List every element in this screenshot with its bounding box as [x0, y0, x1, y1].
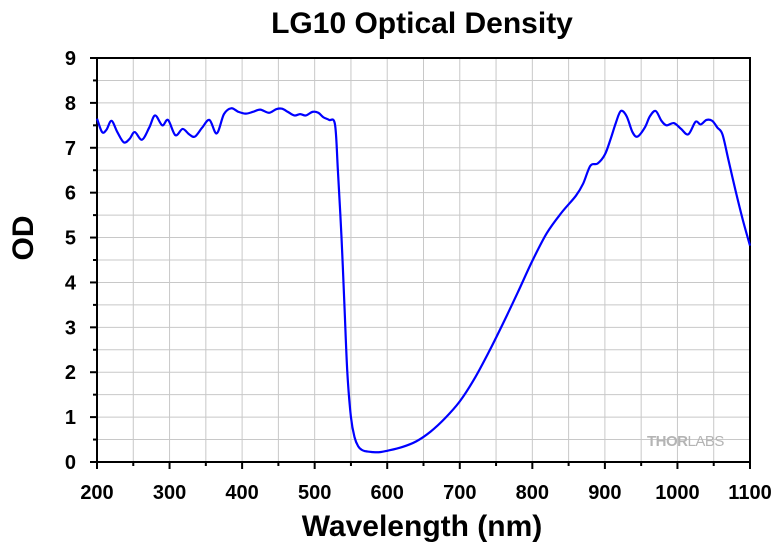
watermark-part2: LABS — [688, 433, 725, 450]
plot-area-frame — [96, 57, 751, 463]
x-tick-label: 1100 — [728, 482, 771, 504]
y-axis-label: OD — [7, 216, 40, 261]
x-tick-label: 800 — [516, 482, 549, 504]
watermark-part1: THOR — [647, 433, 688, 450]
x-tick-label: 400 — [225, 482, 258, 504]
x-axis-label: Wavelength (nm) — [302, 510, 543, 543]
x-tick-label: 900 — [588, 482, 621, 504]
minor-ticks — [93, 79, 715, 466]
x-tick-label: 500 — [298, 482, 331, 504]
y-tick-label: 5 — [65, 228, 76, 250]
y-tick-label: 2 — [65, 362, 76, 384]
x-tick-labels: 200 300 400 500 600 700 800 900 1000 1100 — [80, 482, 771, 504]
watermark-logo: THORLABS — [647, 433, 724, 450]
x-tick-label: 200 — [80, 482, 113, 504]
series-line-od — [95, 107, 752, 454]
y-tick-label: 4 — [65, 272, 77, 294]
major-ticks — [90, 57, 751, 469]
x-tick-label: 300 — [153, 482, 186, 504]
y-tick-label: 6 — [65, 183, 76, 205]
x-tick-label: 1000 — [655, 482, 700, 504]
x-tick-label: 600 — [371, 482, 404, 504]
chart-title: LG10 Optical Density — [271, 7, 573, 40]
grid — [97, 58, 750, 462]
y-tick-label: 0 — [65, 452, 76, 474]
x-tick-label: 700 — [443, 482, 476, 504]
y-tick-labels: 0 1 2 3 4 5 6 7 8 9 — [65, 48, 77, 474]
y-tick-label: 9 — [65, 48, 76, 70]
y-tick-label: 7 — [65, 138, 76, 160]
y-tick-label: 1 — [65, 407, 76, 429]
y-tick-label: 8 — [65, 93, 76, 115]
y-tick-label: 3 — [65, 317, 76, 339]
